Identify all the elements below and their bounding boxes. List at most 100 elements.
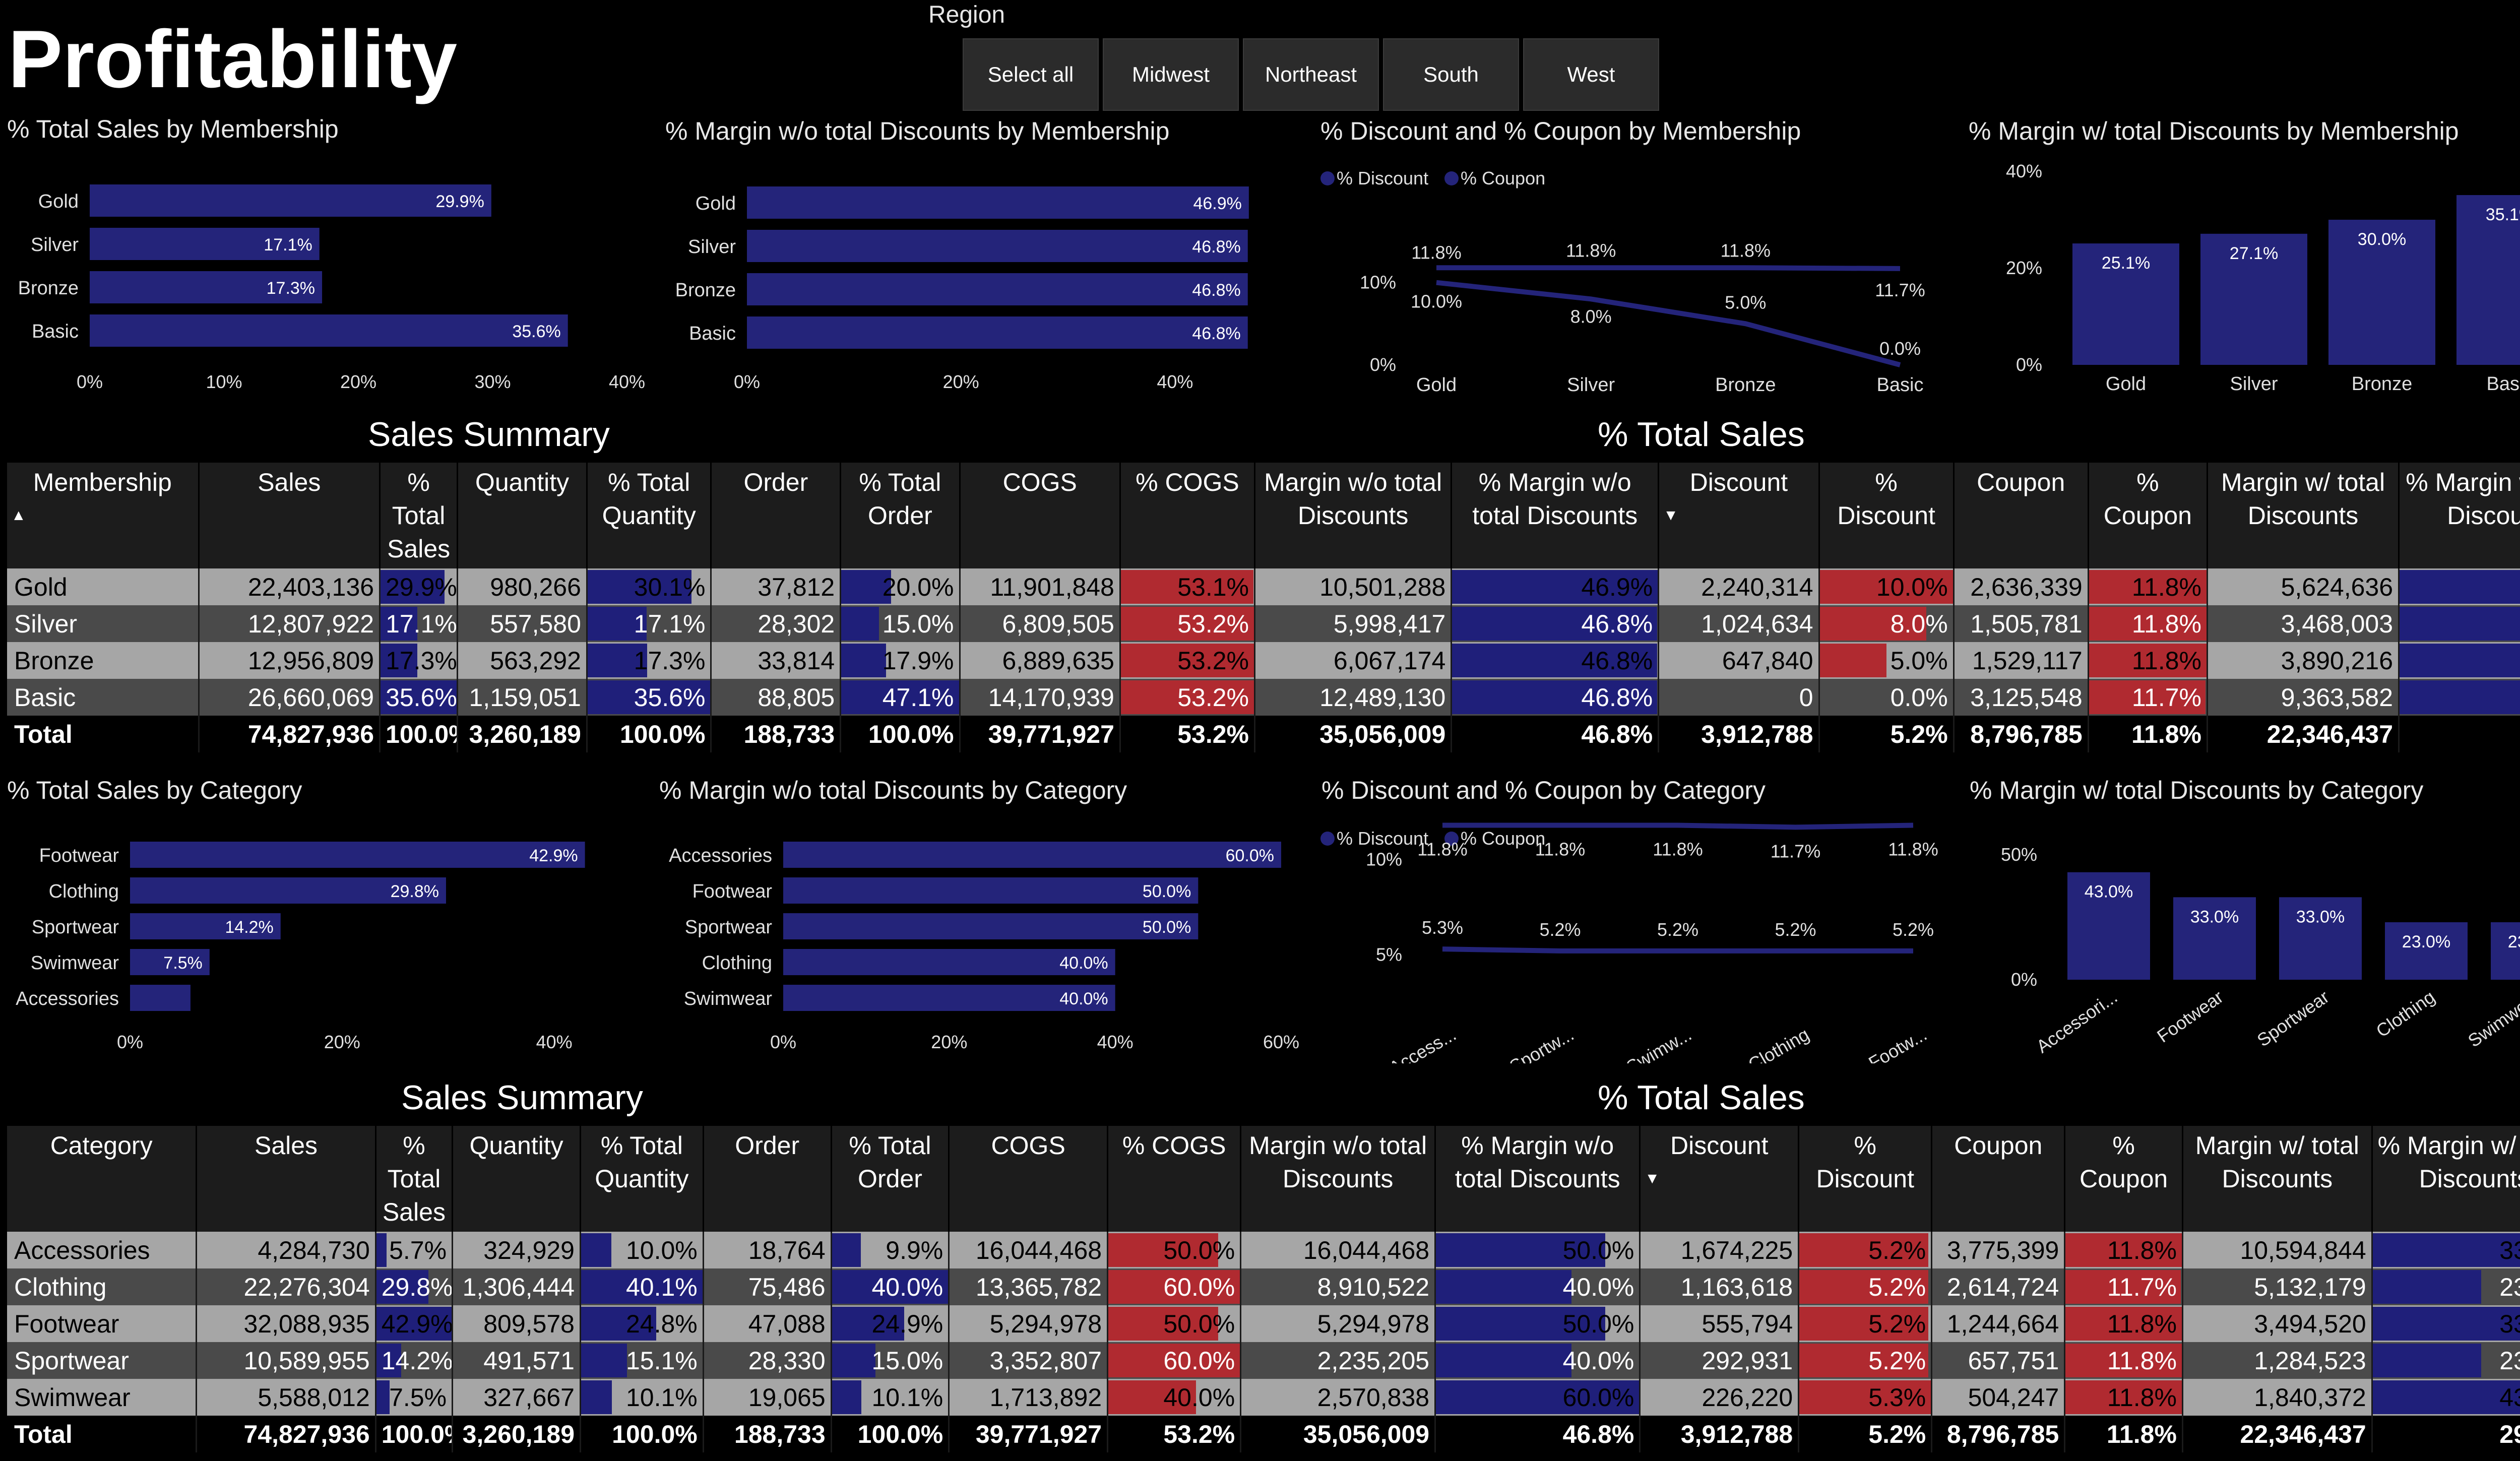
- column-header[interactable]: % Total Quantity: [580, 1126, 704, 1232]
- cell-value: 11.7%: [2131, 683, 2201, 712]
- table-row[interactable]: Swimwear 5,588,012 7.5% 327,667 10.1% 19,065 1…: [7, 1379, 2520, 1416]
- category-label: Sportw...: [1506, 1024, 1578, 1063]
- chart-membership-sales[interactable]: Gold 29.9% Silver 17.1% Bronze 17.3% Basic 35.6…: [0, 151, 655, 403]
- cell-value: 35.6%: [386, 683, 457, 712]
- data-bar: [1108, 1380, 1196, 1414]
- row-label: Gold: [7, 568, 200, 605]
- column-header[interactable]: % COGS: [1107, 1126, 1242, 1232]
- chart-category-discount-coupon[interactable]: % Discount % Coupon 5.3% 5.2% 5.2% 5.2% 5.2% 11…: [1310, 811, 1966, 1063]
- column-header[interactable]: Coupon: [1931, 1126, 2066, 1232]
- column-header[interactable]: % Total Sales: [380, 463, 459, 568]
- column-header[interactable]: Coupon: [1954, 463, 2089, 568]
- column-header[interactable]: Sales: [196, 1126, 376, 1232]
- data-bar: [587, 607, 647, 641]
- sort-descending-icon[interactable]: ▼: [1645, 1170, 1660, 1187]
- chart-title-membership-discount: % Discount and % Coupon by Membership: [1320, 117, 1801, 145]
- table-cell: 40.0%: [831, 1268, 950, 1305]
- row-label: Sportwear: [7, 1342, 198, 1379]
- cell-value: 23.0%: [2499, 1273, 2520, 1301]
- region-option-midwest[interactable]: Midwest: [1103, 38, 1239, 111]
- category-summary-table[interactable]: Category Sales % Total Sales Quantity % Tota…: [7, 1126, 2520, 1452]
- table-row[interactable]: Accessories 4,284,730 5.7% 324,929 10.0% 18,7…: [7, 1232, 2520, 1268]
- column-header-label: Quantity: [469, 1131, 563, 1160]
- column-header-label: % COGS: [1136, 468, 1239, 496]
- chart-category-sales[interactable]: Footwear 42.9% Clothing 29.8% Sportwear 14.2%…: [0, 811, 655, 1063]
- table-row[interactable]: Sportwear 10,589,955 14.2% 491,571 15.1% 28,3…: [7, 1342, 2520, 1379]
- column-header[interactable]: Membership ▲: [7, 463, 200, 568]
- sort-descending-icon[interactable]: ▼: [1663, 507, 1678, 524]
- chart-membership-margin-wo[interactable]: Gold 46.9% Silver 46.8% Bronze 46.8% Basic 46.8…: [655, 151, 1310, 403]
- table-row[interactable]: Footwear 32,088,935 42.9% 809,578 24.8% 47,08…: [7, 1305, 2520, 1342]
- column-header[interactable]: Margin w/o total Discounts: [1240, 1126, 1436, 1232]
- region-option-west[interactable]: West: [1523, 38, 1659, 111]
- column-header-label: % Coupon: [2103, 468, 2192, 530]
- table-row[interactable]: Silver 12,807,922 17.1% 557,580 17.1% 28,302 1…: [7, 605, 2520, 642]
- column-header[interactable]: Discount ▼: [1658, 463, 1820, 568]
- column-header[interactable]: Category: [7, 1126, 198, 1232]
- bar: [2072, 243, 2179, 365]
- column-header[interactable]: COGS: [960, 463, 1121, 568]
- column-header[interactable]: COGS: [949, 1126, 1109, 1232]
- table-row[interactable]: Clothing 22,276,304 29.8% 1,306,444 40.1% 75,…: [7, 1268, 2520, 1305]
- region-option-south[interactable]: South: [1383, 38, 1519, 111]
- cell-value: 14.2%: [381, 1346, 453, 1375]
- category-label: Footwear: [39, 845, 119, 866]
- data-label: 11.8%: [1417, 839, 1467, 860]
- sort-ascending-icon[interactable]: ▲: [11, 507, 26, 524]
- table-row[interactable]: Basic 26,660,069 35.6% 1,159,051 35.6% 88,805…: [7, 679, 2520, 716]
- table-cell: 50.0%: [1435, 1305, 1641, 1342]
- column-header[interactable]: Discount ▼: [1640, 1126, 1800, 1232]
- bar: [2328, 220, 2435, 365]
- column-header[interactable]: Sales: [199, 463, 381, 568]
- column-header[interactable]: % Margin w/ total Discounts: [2399, 463, 2520, 568]
- column-header[interactable]: % Coupon: [2064, 1126, 2183, 1232]
- chart-category-margin-w[interactable]: 43.0% Accessori... 33.0% Footwear 33.0% Sport…: [1956, 811, 2520, 1063]
- region-option-northeast[interactable]: Northeast: [1243, 38, 1379, 111]
- data-label: 5.2%: [1775, 919, 1816, 940]
- column-header[interactable]: Order: [703, 1126, 832, 1232]
- total-cell: 11.8%: [2088, 716, 2208, 752]
- cell-value: 20.0%: [882, 573, 954, 601]
- column-header[interactable]: % Discount: [1819, 463, 1955, 568]
- data-bar: [2400, 644, 2520, 677]
- column-header[interactable]: % Margin w/o total Discounts: [1435, 1126, 1641, 1232]
- column-header[interactable]: % Margin w/ total Discounts: [2372, 1126, 2520, 1232]
- total-cell: 8,796,785: [1954, 716, 2089, 752]
- data-label: 46.9%: [1193, 194, 1241, 213]
- column-header[interactable]: Margin w/o total Discounts: [1254, 463, 1453, 568]
- table-cell: 60.0%: [1107, 1342, 1242, 1379]
- cell-value: 53.2%: [1177, 609, 1249, 638]
- data-label: 50.0%: [1143, 882, 1191, 901]
- data-label: 8.0%: [1570, 306, 1612, 327]
- chart-membership-margin-w[interactable]: 25.1% Gold 27.1% Silver 30.0% Bronze 35.1% Basi…: [1956, 151, 2520, 403]
- table-cell: 46.8%: [1451, 642, 1660, 679]
- total-cell: 5.2%: [1798, 1416, 1933, 1452]
- chart-membership-discount-coupon[interactable]: % Discount % Coupon 10.0% 8.0% 5.0% 0.0% 11.8%…: [1310, 151, 1966, 403]
- column-header[interactable]: % Total Order: [840, 463, 961, 568]
- cell-value: 46.9%: [1581, 573, 1653, 601]
- column-header[interactable]: % Total Sales: [375, 1126, 454, 1232]
- x-tick-label: 0%: [117, 1032, 143, 1052]
- x-tick-label: 0%: [734, 371, 760, 392]
- data-bar: [587, 644, 648, 677]
- column-header[interactable]: Quantity: [457, 463, 588, 568]
- column-header[interactable]: % Total Quantity: [587, 463, 712, 568]
- column-header[interactable]: Order: [711, 463, 842, 568]
- data-label: 5.3%: [1422, 917, 1463, 938]
- chart-category-margin-wo[interactable]: Accessories 60.0% Footwear 50.0% Sportwear 50…: [655, 811, 1310, 1063]
- table-cell: 24.8%: [580, 1305, 704, 1342]
- table-row[interactable]: Bronze 12,956,809 17.3% 563,292 17.3% 33,814 1…: [7, 642, 2520, 679]
- column-header[interactable]: % Coupon: [2088, 463, 2208, 568]
- column-header[interactable]: % Total Order: [831, 1126, 950, 1232]
- region-option-select-all[interactable]: Select all: [963, 38, 1099, 111]
- column-header[interactable]: % COGS: [1120, 463, 1255, 568]
- column-header[interactable]: % Discount: [1798, 1126, 1933, 1232]
- total-label: Total: [7, 1416, 198, 1452]
- cell-value: 657,751: [1968, 1346, 2059, 1375]
- membership-summary-table[interactable]: Membership ▲ Sales % Total Sales Quantity % T…: [7, 463, 2520, 752]
- table-row[interactable]: Gold 22,403,136 29.9% 980,266 30.1% 37,812 20.…: [7, 568, 2520, 605]
- column-header[interactable]: Margin w/ total Discounts: [2182, 1126, 2373, 1232]
- column-header[interactable]: Margin w/ total Discounts: [2207, 463, 2400, 568]
- column-header[interactable]: Quantity: [452, 1126, 581, 1232]
- column-header[interactable]: % Margin w/o total Discounts: [1451, 463, 1660, 568]
